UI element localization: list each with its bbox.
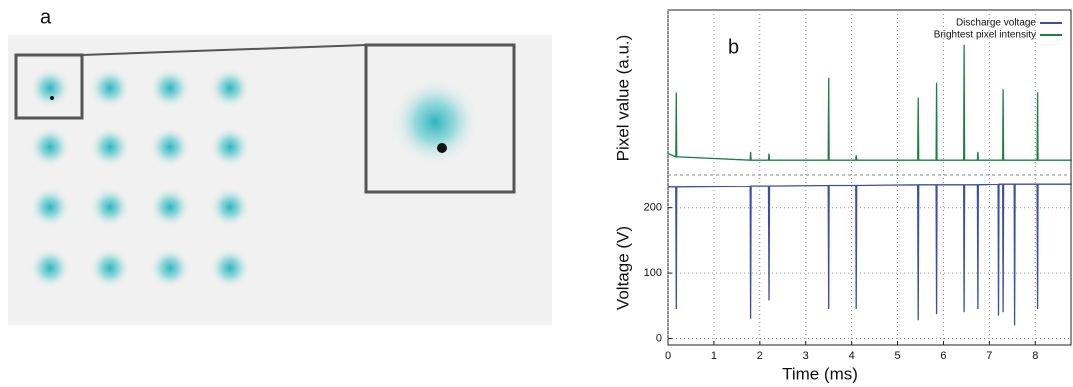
spot [150, 248, 190, 288]
y2-axis-label: Pixel value (a.u.) [613, 35, 632, 162]
x-tick-label: 7 [986, 350, 992, 362]
spot [150, 127, 190, 167]
spot [30, 248, 70, 288]
plot-frame [667, 9, 1072, 346]
spot [30, 187, 70, 227]
x-tick-label: 8 [1032, 350, 1038, 362]
spot [210, 68, 250, 108]
micrograph [8, 35, 552, 325]
spot [150, 187, 190, 227]
spot [30, 127, 70, 167]
spot [90, 127, 130, 167]
x-tick-label: 5 [894, 350, 900, 362]
spot [30, 68, 70, 108]
legend-label: Discharge voltage [956, 18, 1036, 29]
series-line [668, 183, 1072, 326]
spot [150, 68, 190, 108]
x-tick-label: 4 [849, 350, 855, 362]
spot [90, 248, 130, 288]
spot [90, 68, 130, 108]
chart: 0 1 2 3 4 5 6 7 8 0 100 200 Time (ms) Voltage (V) Pixe… [613, 9, 1072, 383]
panel-label: b [728, 36, 739, 58]
spot [90, 187, 130, 227]
x-axis-label: Time (ms) [782, 364, 858, 383]
x-tick-label: 1 [711, 350, 717, 362]
spot [210, 127, 250, 167]
y-axis-label: Voltage (V) [613, 226, 632, 310]
spot [210, 187, 250, 227]
x-tick-label: 6 [940, 350, 946, 362]
legend-label: Brightest pixel intensity [934, 30, 1036, 41]
series-line [667, 44, 1072, 161]
x-tick-label: 2 [757, 350, 763, 362]
x-tick-label: 0 [665, 350, 671, 362]
y-tick-label: 0 [656, 332, 662, 344]
panel-label: a [40, 6, 52, 28]
y-tick-label: 200 [644, 202, 662, 214]
x-tick-label: 3 [803, 350, 809, 362]
y-tick-label: 100 [644, 267, 662, 279]
spot [210, 248, 250, 288]
